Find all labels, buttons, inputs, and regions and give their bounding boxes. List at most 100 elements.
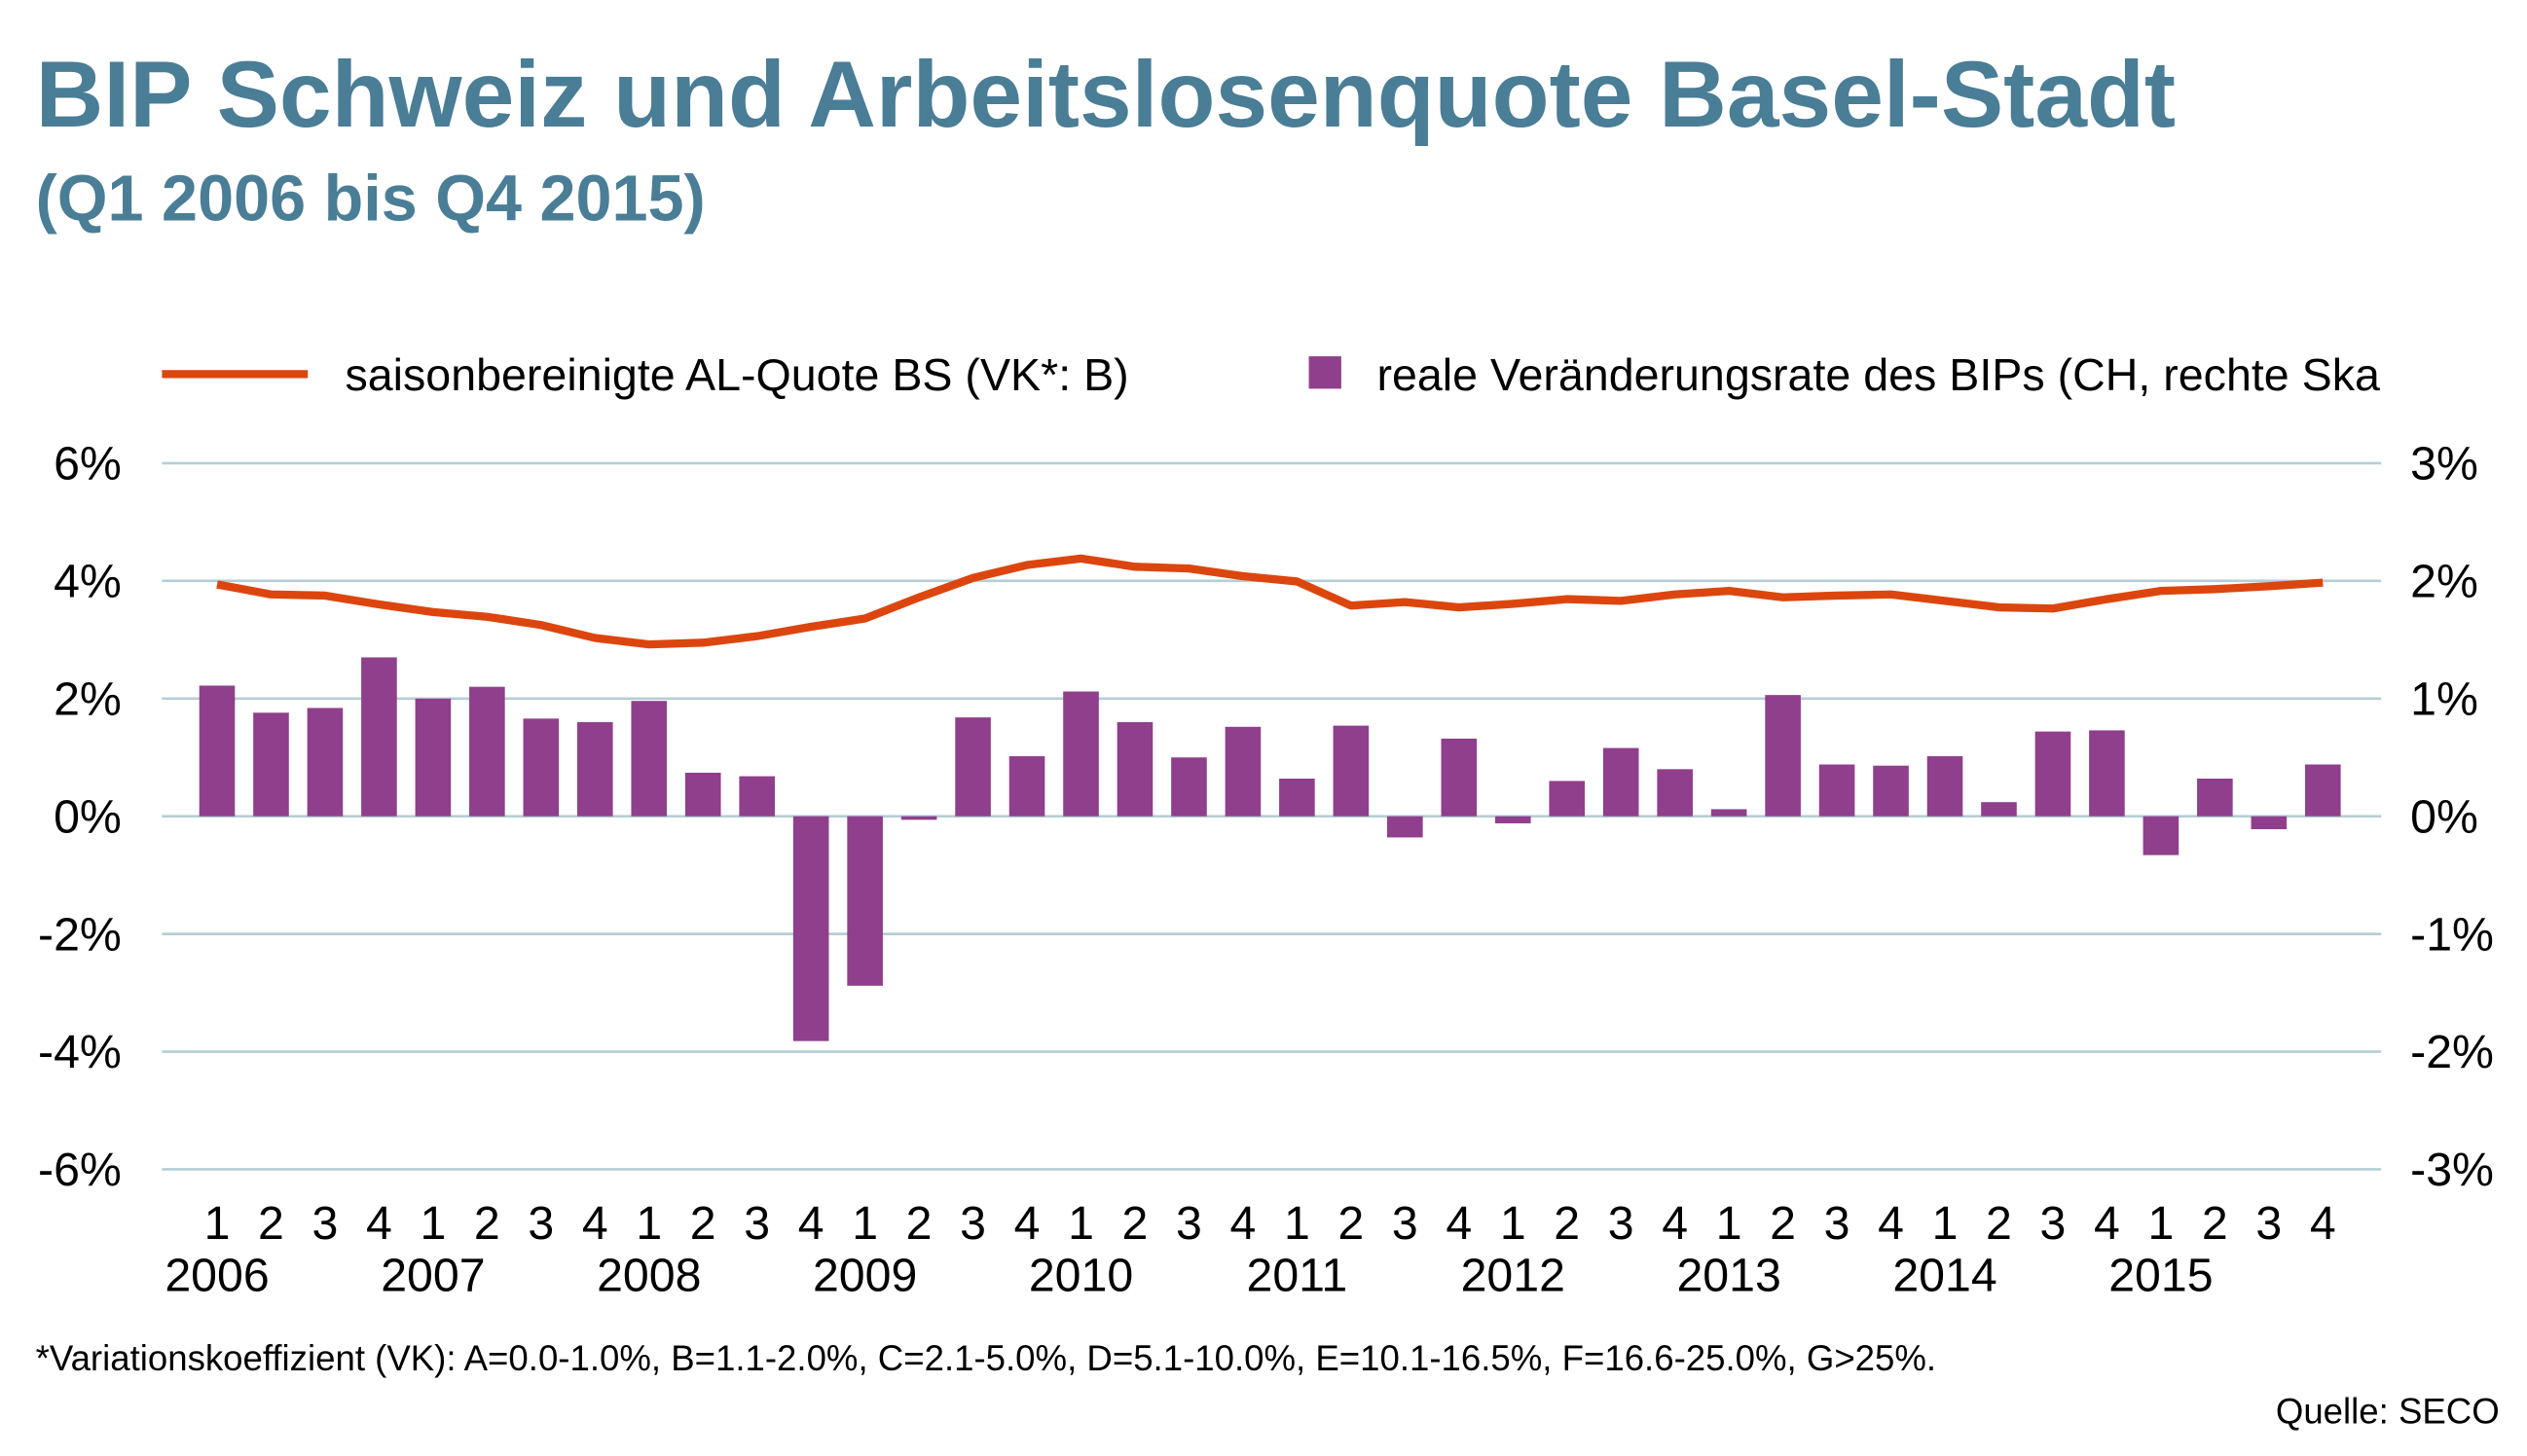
bar — [2089, 730, 2125, 817]
year-label: 2011 — [1247, 1249, 1348, 1301]
bar — [2251, 816, 2288, 829]
quarter-label: 4 — [1662, 1197, 1688, 1250]
bar — [1926, 756, 1963, 817]
chart-title: BIP Schweiz und Arbeitslosenquote Basel-… — [36, 43, 2176, 147]
bar — [955, 717, 991, 817]
bar — [1117, 721, 1154, 817]
right-tick-label: 0% — [2410, 790, 2478, 843]
bar — [739, 776, 776, 817]
left-tick-label: 2% — [54, 673, 122, 725]
quarter-label: 4 — [366, 1197, 392, 1250]
chart-subtitle: (Q1 2006 bis Q4 2015) — [36, 163, 706, 235]
right-tick-label: 2% — [2410, 555, 2478, 607]
quarter-label: 3 — [1176, 1197, 1202, 1250]
bar — [847, 816, 883, 986]
quarter-label: 2 — [690, 1197, 716, 1250]
quarter-label: 2 — [2202, 1197, 2228, 1250]
quarter-label: 3 — [528, 1197, 554, 1250]
bar — [1549, 781, 1586, 817]
quarter-label: 2 — [258, 1197, 284, 1250]
right-tick-label: -1% — [2410, 908, 2494, 961]
quarter-label: 3 — [960, 1197, 986, 1250]
year-label: 2009 — [813, 1249, 917, 1301]
quarter-label: 1 — [2147, 1197, 2174, 1250]
bar — [1063, 691, 1099, 817]
left-axis: 6% 4% 2% 0% -2% -4% -6% — [38, 438, 122, 1197]
legend: saisonbereinigte AL-Quote BS (VK*: B) re… — [162, 349, 2380, 400]
bar — [1657, 769, 1693, 817]
right-axis: 3% 2% 1% 0% -1% -2% -3% — [2410, 438, 2494, 1197]
bar — [684, 772, 721, 817]
year-label: 2012 — [1461, 1249, 1565, 1301]
quarter-label: 4 — [1878, 1197, 1904, 1250]
quarter-label: 4 — [1446, 1197, 1472, 1250]
bar — [1765, 695, 1801, 817]
unemployment-line — [216, 554, 2324, 649]
source: Quelle: SECO — [2276, 1392, 2500, 1432]
legend-line-label: saisonbereinigte AL-Quote BS (VK*: B) — [345, 349, 1128, 400]
quarter-label: 4 — [798, 1197, 824, 1250]
quarter-label: 1 — [1716, 1197, 1742, 1250]
bar — [1981, 802, 2017, 817]
bar — [792, 816, 829, 1041]
bar — [1008, 756, 1045, 817]
bar — [523, 718, 560, 817]
bar-series — [199, 657, 2341, 1041]
left-tick-label: 6% — [54, 438, 122, 491]
bar — [1818, 764, 1855, 817]
left-tick-label: -6% — [38, 1144, 122, 1196]
legend-bar-label: reale Veränderungsrate des BIPs (CH, rec… — [1376, 349, 2380, 400]
quarter-label: 3 — [1392, 1197, 1418, 1250]
bar — [2142, 816, 2179, 855]
right-tick-label: 3% — [2410, 438, 2478, 491]
bar — [1333, 725, 1370, 817]
quarter-label: 1 — [420, 1197, 446, 1250]
quarter-label: 1 — [636, 1197, 662, 1250]
left-tick-label: -4% — [38, 1026, 122, 1078]
bar — [2197, 778, 2233, 817]
bar — [361, 657, 397, 817]
bar — [1171, 757, 1207, 817]
right-tick-label: -2% — [2410, 1026, 2494, 1078]
bar — [2304, 764, 2341, 817]
bar — [1387, 816, 1423, 838]
year-label: 2008 — [597, 1249, 701, 1301]
quarter-label: 3 — [744, 1197, 770, 1250]
quarter-label: 3 — [2040, 1197, 2067, 1250]
year-label: 2015 — [2108, 1249, 2213, 1301]
bar — [415, 698, 452, 817]
quarter-label: 1 — [1500, 1197, 1526, 1250]
left-tick-label: 4% — [54, 555, 122, 607]
bar — [2034, 731, 2071, 817]
bar — [253, 712, 289, 817]
quarter-label: 2 — [1337, 1197, 1364, 1250]
quarter-label: 3 — [312, 1197, 339, 1250]
quarter-label: 1 — [1284, 1197, 1310, 1250]
bar — [1225, 726, 1262, 817]
quarter-label: 2 — [1986, 1197, 2012, 1250]
left-tick-label: 0% — [54, 790, 122, 843]
bar — [1494, 816, 1531, 823]
quarter-label: 3 — [2255, 1197, 2282, 1250]
bar — [469, 686, 505, 817]
year-label: 2010 — [1029, 1249, 1133, 1301]
bar — [199, 685, 236, 817]
quarter-label: 2 — [1554, 1197, 1580, 1250]
bar — [576, 721, 613, 817]
quarter-label: 1 — [852, 1197, 878, 1250]
quarter-label: 4 — [1014, 1197, 1041, 1250]
quarter-label: 1 — [1068, 1197, 1094, 1250]
quarter-label: 3 — [1824, 1197, 1850, 1250]
legend-bar-swatch — [1308, 356, 1341, 389]
quarter-label: 4 — [2094, 1197, 2120, 1250]
quarter-label: 2 — [474, 1197, 500, 1250]
quarter-label: 2 — [906, 1197, 933, 1250]
bar — [1602, 747, 1639, 817]
bar — [1710, 809, 1747, 817]
quarter-label: 4 — [2310, 1197, 2336, 1250]
bar — [1279, 778, 1315, 817]
bar — [1441, 738, 1478, 817]
quarter-label: 1 — [1932, 1197, 1959, 1250]
